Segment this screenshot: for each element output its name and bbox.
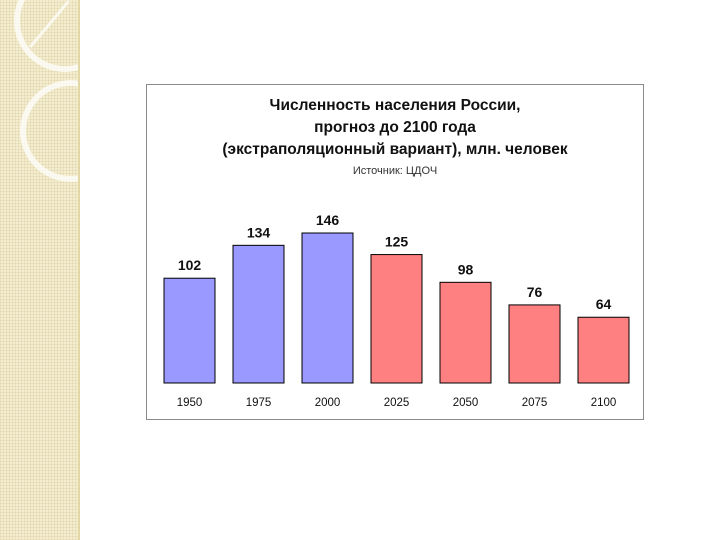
chart-title: Численность населения России, прогноз до… (147, 95, 643, 161)
value-label-2075: 76 (527, 284, 543, 300)
value-label-2100: 64 (596, 296, 612, 312)
value-label-2025: 125 (385, 234, 409, 250)
chart-source-note: Источник: ЦДОЧ (352, 165, 438, 177)
value-label-1975: 134 (247, 224, 271, 240)
bar-2025 (370, 254, 423, 384)
x-tick-label-2000: 2000 (315, 397, 341, 409)
x-tick-label-1975: 1975 (246, 397, 272, 409)
bar-chart-plot: 102 1950 134 1975 146 2000 125 2025 98 2050 76 2075… (163, 212, 630, 409)
decorative-circle (14, 0, 116, 72)
decorative-circle (20, 80, 122, 182)
x-tick-label-2100: 2100 (591, 397, 617, 409)
bar-1950 (163, 277, 216, 384)
bar-2000 (301, 232, 354, 384)
x-tick-label-2050: 2050 (453, 397, 479, 409)
x-tick-label-2025: 2025 (384, 397, 410, 409)
x-tick-label-1950: 1950 (177, 397, 203, 409)
strip-edge (78, 0, 80, 540)
value-label-2050: 98 (458, 261, 474, 277)
chart-title-line-3: (экстраполяционный вариант), млн. челове… (222, 141, 568, 158)
chart-frame: Численность населения России, прогноз до… (146, 84, 644, 420)
chart-title-line-1: Численность населения России, (269, 97, 521, 114)
value-label-2000: 146 (316, 212, 340, 228)
decorative-side-strip (0, 0, 122, 540)
x-tick-label-2075: 2075 (522, 397, 548, 409)
value-label-1950: 102 (178, 257, 202, 273)
bar-1975 (232, 244, 285, 384)
bar-2050 (439, 281, 492, 384)
chart-title-line-2: прогноз до 2100 года (314, 119, 476, 136)
bar-2100 (577, 316, 630, 384)
bar-2075 (508, 304, 561, 384)
